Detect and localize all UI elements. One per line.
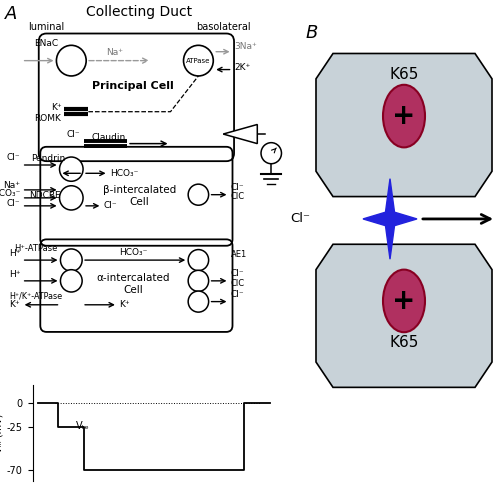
Y-axis label: Vₘ (mV): Vₘ (mV) [0, 413, 4, 453]
Text: Vₜₑ: Vₜₑ [76, 421, 90, 431]
Text: β-intercalated
Cell: β-intercalated Cell [103, 186, 176, 207]
Text: HCO₃⁻: HCO₃⁻ [119, 248, 148, 257]
Text: K65: K65 [390, 67, 418, 82]
Text: ATPase: ATPase [186, 57, 210, 64]
Text: Na⁺: Na⁺ [106, 48, 123, 57]
Polygon shape [223, 125, 258, 144]
Text: Cl⁻: Cl⁻ [6, 153, 20, 162]
Text: Cl⁻: Cl⁻ [6, 199, 20, 208]
Text: basolateral: basolateral [196, 23, 250, 32]
Text: Claudin: Claudin [92, 133, 126, 142]
Circle shape [188, 271, 208, 291]
Text: Collecting Duct: Collecting Duct [86, 5, 192, 19]
Text: K⁺: K⁺ [52, 103, 62, 112]
Circle shape [383, 85, 425, 147]
Circle shape [188, 249, 208, 271]
Text: Cl⁻: Cl⁻ [290, 213, 310, 225]
Text: K⁺: K⁺ [10, 300, 20, 309]
Text: H⁺: H⁺ [8, 270, 20, 279]
Text: HCO₃⁻: HCO₃⁻ [110, 169, 138, 178]
Text: K⁺: K⁺ [120, 300, 130, 309]
Text: +: + [392, 102, 415, 130]
Text: ENaC: ENaC [34, 39, 58, 48]
Text: luminal: luminal [28, 23, 64, 32]
Text: α-intercalated
Cell: α-intercalated Cell [96, 273, 170, 295]
Circle shape [188, 291, 208, 312]
Circle shape [184, 45, 214, 76]
Text: Cl⁻: Cl⁻ [231, 183, 244, 192]
Text: +: + [392, 287, 415, 315]
Text: H⁺: H⁺ [8, 249, 20, 258]
Circle shape [60, 157, 83, 181]
Circle shape [60, 249, 82, 272]
Circle shape [60, 270, 82, 292]
Text: Pendrin: Pendrin [31, 154, 65, 163]
Text: 3Na⁺: 3Na⁺ [234, 42, 257, 51]
Circle shape [383, 270, 425, 332]
Circle shape [261, 143, 281, 164]
Text: ClC: ClC [231, 192, 245, 201]
Text: ClC: ClC [231, 278, 245, 288]
Text: Cl⁻: Cl⁻ [231, 269, 244, 278]
Circle shape [188, 184, 208, 205]
Polygon shape [316, 54, 492, 196]
Text: HCO₃⁻: HCO₃⁻ [0, 189, 20, 198]
Circle shape [60, 186, 83, 210]
Text: B: B [306, 24, 318, 42]
Text: AE1: AE1 [231, 250, 247, 259]
Text: NDCBE: NDCBE [29, 191, 61, 200]
Text: Na⁺: Na⁺ [3, 181, 20, 191]
Polygon shape [316, 245, 492, 387]
Text: Cl⁻: Cl⁻ [231, 290, 244, 299]
Circle shape [56, 45, 86, 76]
Text: A: A [4, 5, 17, 23]
Text: Principal Cell: Principal Cell [92, 81, 174, 91]
Text: 2K⁺: 2K⁺ [234, 62, 250, 72]
Text: K65: K65 [390, 335, 418, 350]
Text: ROMK: ROMK [34, 114, 62, 123]
Text: Cl⁻: Cl⁻ [66, 130, 80, 138]
Polygon shape [363, 179, 417, 259]
Text: H⁺-ATPase: H⁺-ATPase [14, 244, 58, 252]
Text: H⁺/K⁺-ATPase: H⁺/K⁺-ATPase [9, 291, 62, 300]
Text: Cl⁻: Cl⁻ [104, 201, 118, 210]
